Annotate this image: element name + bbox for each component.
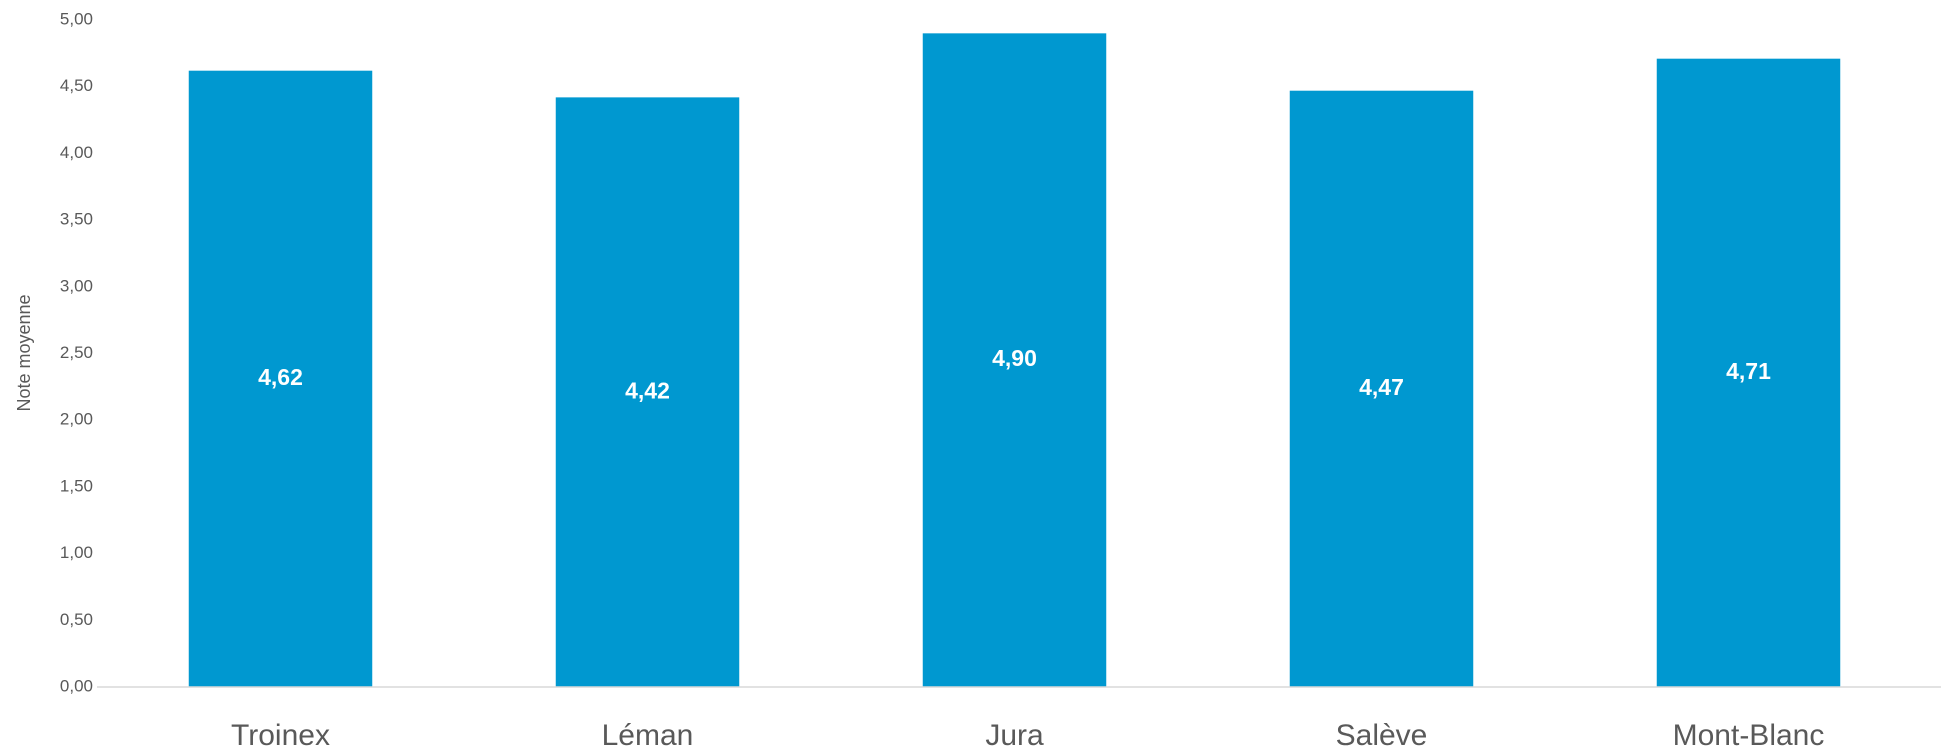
- x-tick-label: Jura: [985, 719, 1044, 752]
- data-label: 4,42: [625, 377, 670, 403]
- bar: [555, 97, 740, 687]
- x-tick-label: Troinex: [231, 719, 330, 752]
- y-tick-label: 0,50: [60, 610, 93, 629]
- data-label: 4,90: [992, 345, 1037, 371]
- data-label: 4,62: [258, 364, 303, 390]
- y-tick-label: 2,00: [60, 410, 93, 429]
- y-tick-label: 0,00: [60, 676, 93, 695]
- y-tick-label: 3,50: [60, 210, 93, 229]
- bar: [188, 70, 373, 687]
- y-tick-label: 4,00: [60, 143, 93, 162]
- y-tick-label: 2,50: [60, 343, 93, 362]
- bar: [1289, 90, 1474, 687]
- y-axis-title: Note moyenne: [14, 294, 34, 411]
- x-tick-label: Mont-Blanc: [1673, 719, 1825, 752]
- data-label: 4,71: [1726, 358, 1771, 384]
- y-tick-label: 1,50: [60, 476, 93, 495]
- y-tick-label: 5,00: [60, 9, 93, 28]
- bar: [922, 33, 1107, 687]
- x-tick-label: Salève: [1336, 719, 1428, 752]
- y-tick-label: 4,50: [60, 76, 93, 95]
- data-label: 4,47: [1359, 374, 1404, 400]
- bar: [1656, 58, 1841, 688]
- y-tick-label: 3,00: [60, 276, 93, 295]
- x-tick-label: Léman: [602, 719, 694, 752]
- y-tick-label: 1,00: [60, 543, 93, 562]
